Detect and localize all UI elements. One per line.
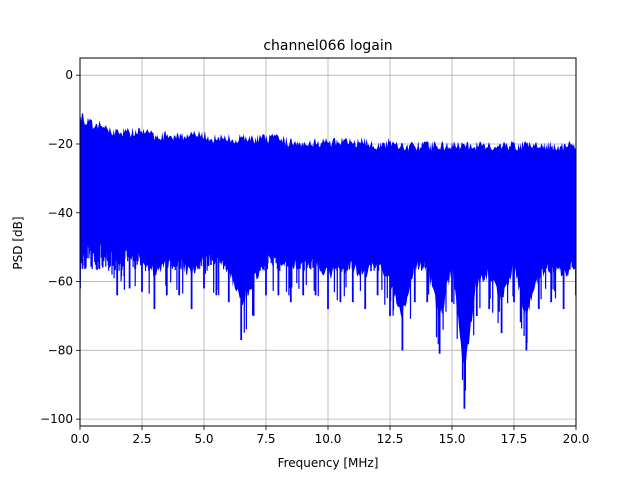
chart-title: channel066 logain [263, 38, 392, 54]
y-axis-ticks: 0 −20 −40 −60 −80 −100 [40, 68, 80, 426]
y-tick-label: −100 [40, 412, 73, 426]
x-tick-label: 12.5 [377, 432, 404, 446]
x-tick-label: 17.5 [501, 432, 528, 446]
x-axis-ticks: 0.0 2.5 5.0 7.5 10.0 12.5 15.0 17.5 20.0 [70, 426, 589, 446]
y-tick-label: 0 [65, 68, 73, 82]
y-tick-label: −40 [48, 206, 73, 220]
y-axis-label: PSD [dB] [11, 216, 25, 269]
psd-trace [80, 116, 576, 391]
x-tick-label: 0.0 [70, 432, 89, 446]
x-tick-label: 15.0 [439, 432, 466, 446]
x-tick-label: 7.5 [256, 432, 275, 446]
y-tick-label: −80 [48, 343, 73, 357]
x-tick-label: 5.0 [194, 432, 213, 446]
x-tick-label: 10.0 [315, 432, 342, 446]
y-tick-label: −20 [48, 137, 73, 151]
x-tick-label: 2.5 [132, 432, 151, 446]
y-tick-label: −60 [48, 275, 73, 289]
x-axis-label: Frequency [MHz] [278, 456, 379, 470]
x-tick-label: 20.0 [563, 432, 590, 446]
plot-area [80, 112, 576, 409]
